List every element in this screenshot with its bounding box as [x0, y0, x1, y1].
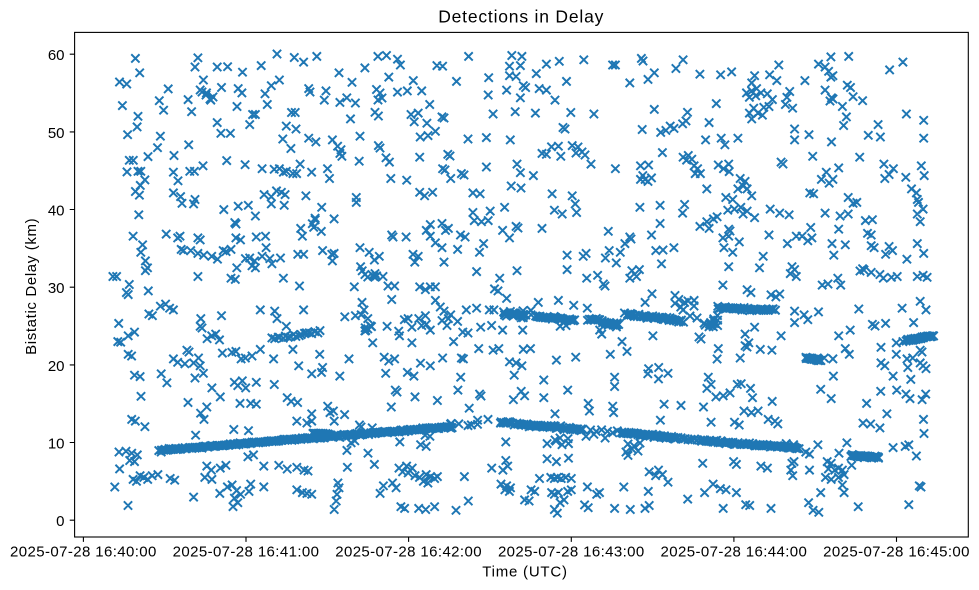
svg-text:10: 10 [48, 436, 65, 453]
svg-text:60: 60 [48, 47, 65, 64]
svg-text:2025-07-28 16:43:00: 2025-07-28 16:43:00 [498, 543, 645, 560]
svg-text:20: 20 [48, 358, 65, 375]
svg-text:2025-07-28 16:45:00: 2025-07-28 16:45:00 [823, 543, 970, 560]
svg-text:30: 30 [48, 280, 65, 297]
svg-text:2025-07-28 16:41:00: 2025-07-28 16:41:00 [173, 543, 320, 560]
svg-text:50: 50 [48, 125, 65, 142]
svg-text:2025-07-28 16:40:00: 2025-07-28 16:40:00 [10, 543, 157, 560]
svg-text:2025-07-28 16:42:00: 2025-07-28 16:42:00 [335, 543, 482, 560]
svg-text:2025-07-28 16:44:00: 2025-07-28 16:44:00 [661, 543, 808, 560]
svg-text:Time (UTC): Time (UTC) [482, 563, 567, 580]
svg-text:0: 0 [56, 513, 64, 530]
svg-text:Detections in Delay: Detections in Delay [438, 6, 604, 26]
svg-text:40: 40 [48, 203, 65, 220]
svg-text:Bistatic Delay (km): Bistatic Delay (km) [23, 218, 40, 355]
